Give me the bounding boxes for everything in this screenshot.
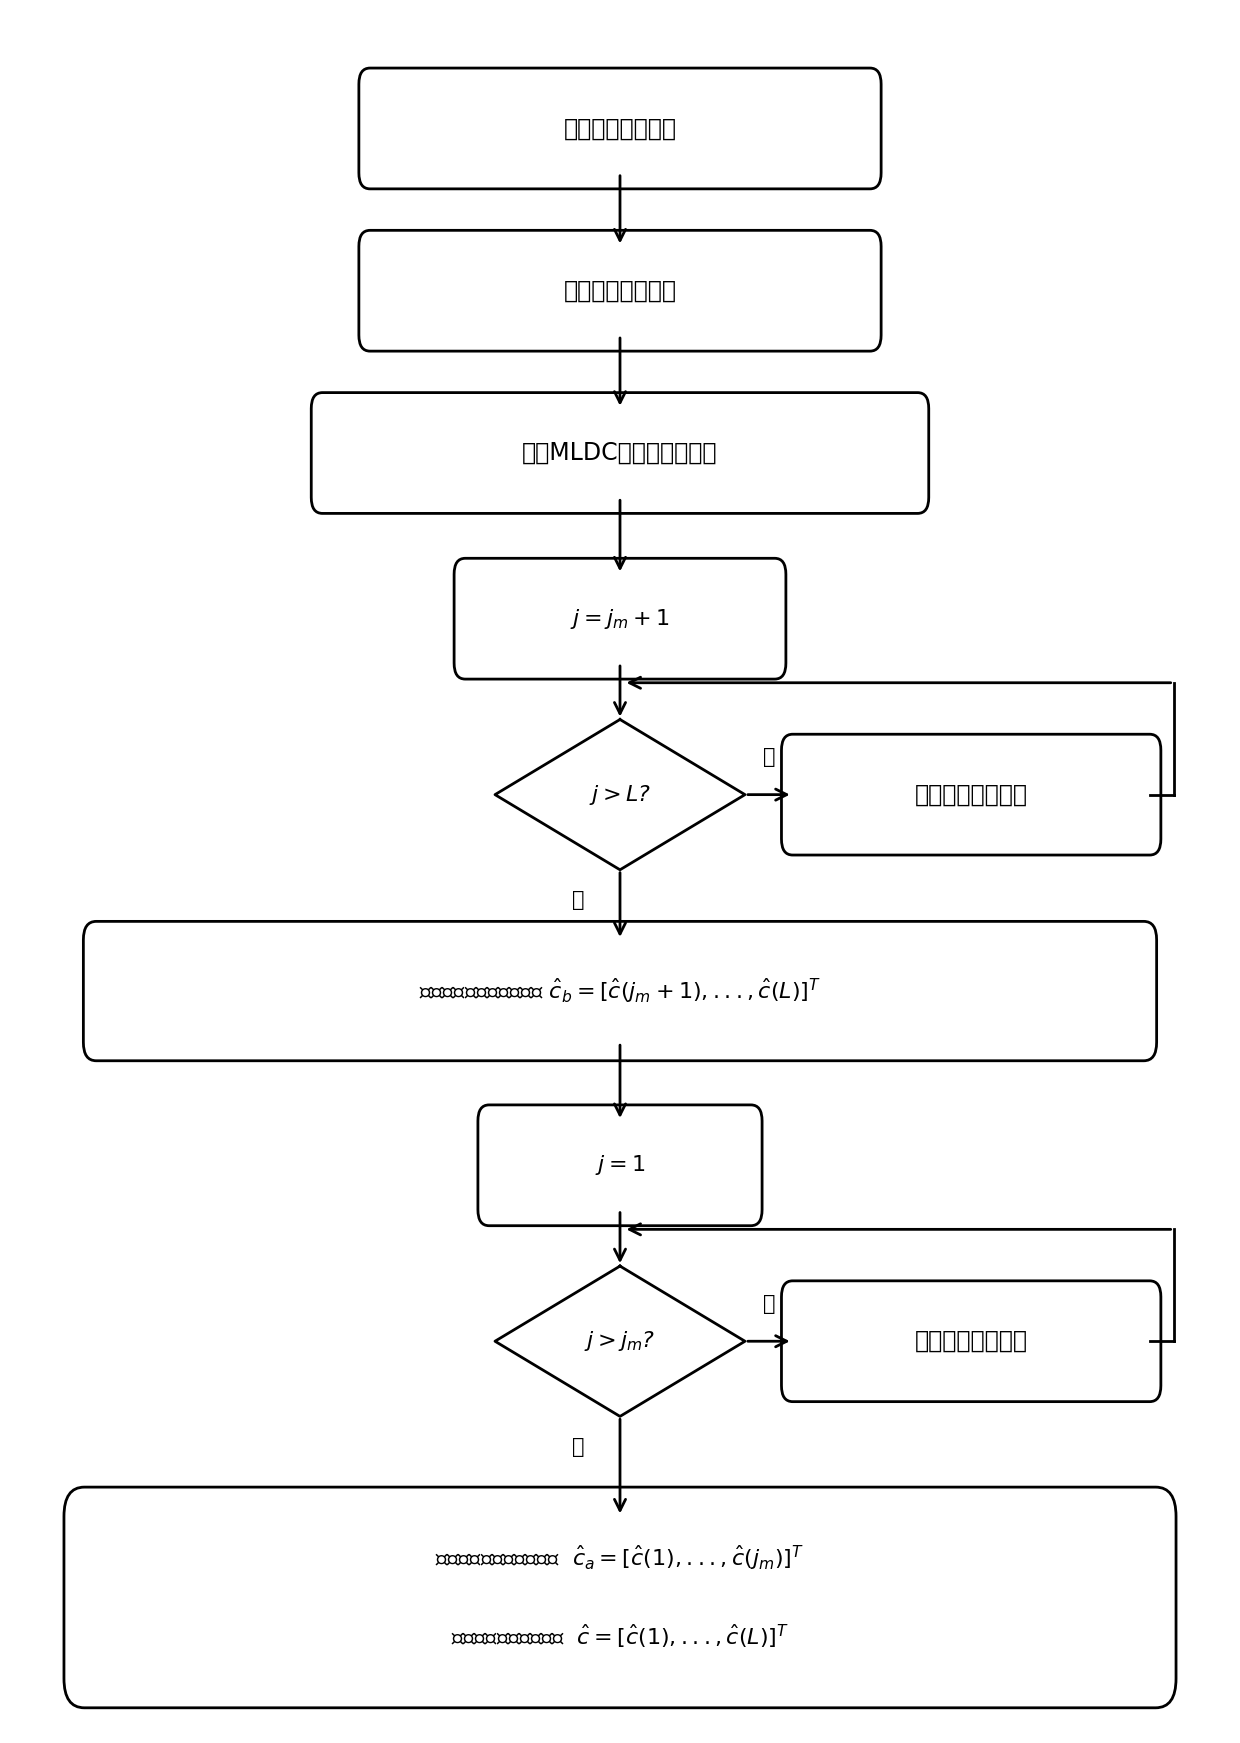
FancyBboxPatch shape: [477, 1105, 763, 1225]
Polygon shape: [495, 720, 745, 870]
FancyBboxPatch shape: [454, 558, 786, 680]
Text: 否: 否: [763, 1293, 775, 1314]
Text: 基于MLDC构造内积和函数: 基于MLDC构造内积和函数: [522, 441, 718, 465]
Text: 否: 否: [763, 748, 775, 767]
Text: $j > L$?: $j > L$?: [589, 783, 651, 807]
Text: $j = 1$: $j = 1$: [595, 1154, 645, 1177]
Text: 得到扩频码后半部分估计 $\hat{c}_b=[\hat{c}(j_m+1),...,\hat{c}(L)]^T$: 得到扩频码后半部分估计 $\hat{c}_b=[\hat{c}(j_m+1),.…: [419, 976, 821, 1006]
FancyBboxPatch shape: [781, 734, 1161, 856]
Text: 使用逐位判决方法: 使用逐位判决方法: [915, 1330, 1028, 1353]
FancyBboxPatch shape: [358, 68, 882, 188]
FancyBboxPatch shape: [64, 1487, 1176, 1708]
Text: 得到扩频码前半部分估计  $\hat{c}_a=[\hat{c}(1),...,\hat{c}(j_m)]^T$: 得到扩频码前半部分估计 $\hat{c}_a=[\hat{c}(1),...,\…: [435, 1544, 805, 1572]
Text: 接收信号分段采样: 接收信号分段采样: [563, 117, 677, 141]
Text: 是: 是: [572, 1436, 584, 1457]
Text: 随机生成初始序列: 随机生成初始序列: [563, 279, 677, 303]
FancyBboxPatch shape: [83, 922, 1157, 1061]
Text: $j > j_m$?: $j > j_m$?: [584, 1330, 656, 1353]
Text: 拼接得到扩频码的估计  $\hat{c}=[\hat{c}(1),...,\hat{c}(L)]^T$: 拼接得到扩频码的估计 $\hat{c}=[\hat{c}(1),...,\hat…: [451, 1623, 789, 1651]
FancyBboxPatch shape: [311, 392, 929, 514]
Text: 使用逐位判决方法: 使用逐位判决方法: [915, 783, 1028, 807]
FancyBboxPatch shape: [358, 230, 882, 350]
Polygon shape: [495, 1265, 745, 1417]
Text: 是: 是: [572, 891, 584, 910]
FancyBboxPatch shape: [781, 1281, 1161, 1401]
Text: $j = j_m + 1$: $j = j_m + 1$: [570, 607, 670, 631]
